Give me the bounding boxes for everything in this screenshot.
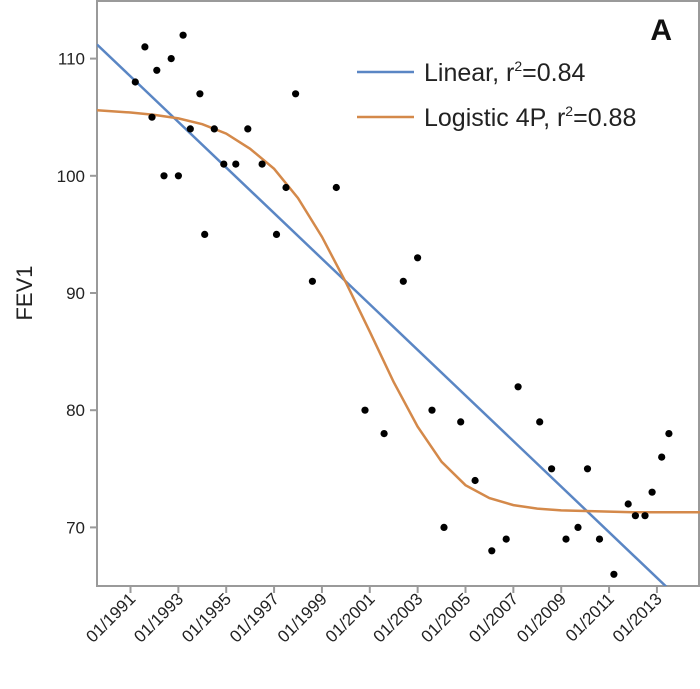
legend-superscript: 2: [514, 58, 522, 74]
data-point: [471, 476, 479, 485]
data-point: [641, 512, 649, 520]
data-point: [361, 406, 369, 414]
data-point: [232, 160, 240, 168]
data-point: [282, 183, 290, 192]
data-point: [196, 90, 204, 98]
data-point: [210, 125, 218, 133]
y-axis-title: FEV1: [12, 265, 37, 320]
x-tick-label: 01/1995: [178, 589, 235, 646]
y-tick-label: 100: [57, 167, 85, 186]
x-tick-label: 01/2011: [562, 589, 618, 645]
x-tick-label: 01/1993: [130, 589, 187, 646]
plot-frame: [96, 0, 700, 587]
data-point: [380, 430, 388, 438]
data-point: [665, 430, 673, 438]
data-point: [167, 55, 175, 63]
data-point: [457, 418, 465, 426]
data-point: [631, 512, 640, 520]
x-tick-label: 01/2005: [417, 589, 474, 646]
data-point: [583, 465, 592, 473]
fit-lines: [97, 43, 700, 586]
data-point: [624, 500, 632, 508]
data-point: [399, 277, 407, 285]
data-point: [610, 570, 618, 578]
data-point: [514, 383, 522, 391]
x-tick-label: 01/2001: [322, 589, 379, 646]
axes: 70 80 90 100 110 01/199101/199301/199501/1997…: [12, 0, 700, 646]
data-point: [153, 66, 161, 74]
data-point: [414, 254, 422, 262]
logistic-fit-line: [97, 108, 700, 514]
data-point: [160, 172, 168, 180]
legend-label: Logistic 4P, r: [424, 104, 565, 132]
data-points: [131, 31, 673, 578]
data-point: [258, 160, 266, 168]
data-point: [574, 523, 582, 532]
data-point: [186, 125, 194, 133]
x-tick-label: 01/1991: [82, 589, 139, 646]
data-point: [648, 488, 656, 496]
data-point: [488, 547, 496, 555]
data-point: [332, 183, 340, 192]
data-point: [272, 230, 281, 238]
x-tick-label: 01/1997: [226, 589, 283, 646]
legend-label: Linear, r: [424, 59, 514, 87]
data-point: [131, 78, 139, 86]
legend-superscript: 2: [565, 103, 573, 119]
legend-entry: Linear, r2=0.84: [424, 58, 585, 87]
data-point: [536, 418, 544, 426]
data-point: [220, 160, 228, 168]
legend-value: =0.88: [573, 104, 636, 132]
data-point: [562, 535, 570, 543]
data-point: [595, 535, 604, 543]
data-point: [292, 90, 300, 98]
x-tick-label: 01/2013: [609, 589, 666, 646]
data-point: [658, 453, 666, 461]
data-point: [502, 535, 510, 543]
x-tick-label: 01/2009: [513, 589, 570, 646]
linear-fit-line: [97, 43, 668, 586]
data-point: [179, 31, 187, 39]
y-tick-label: 90: [66, 284, 85, 303]
data-point: [440, 523, 448, 532]
data-point: [308, 277, 316, 285]
data-point: [244, 125, 252, 133]
panel-label: A: [650, 14, 672, 47]
data-point: [548, 465, 556, 473]
y-tick-label: 110: [58, 50, 85, 69]
data-point: [148, 113, 156, 121]
data-point: [201, 230, 209, 238]
x-tick-label: 01/2003: [370, 589, 427, 646]
x-tick-label: 01/1999: [274, 589, 331, 646]
data-point: [141, 43, 149, 51]
y-tick-label: 80: [66, 401, 85, 420]
data-point: [174, 172, 182, 180]
y-tick-label: 70: [66, 518, 85, 537]
data-point: [428, 406, 436, 414]
legend-entry: Logistic 4P, r2=0.88: [424, 103, 636, 132]
legend-value: =0.84: [522, 59, 585, 87]
x-tick-label: 01/2007: [465, 589, 522, 646]
